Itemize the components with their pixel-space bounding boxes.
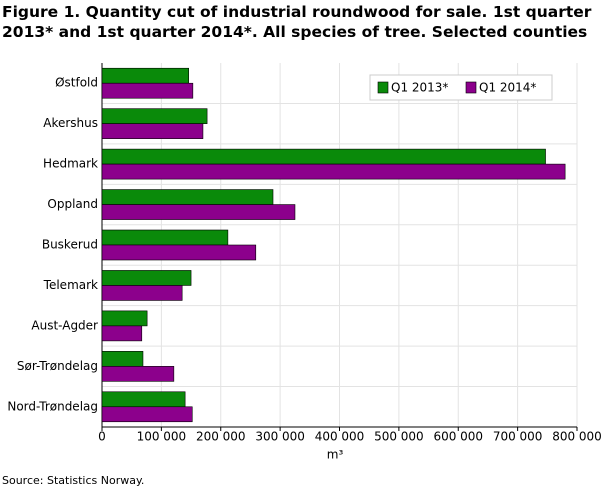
y-tick-label: Nord-Trøndelag bbox=[7, 399, 98, 413]
bar bbox=[101, 406, 193, 423]
bar bbox=[101, 108, 208, 124]
bar bbox=[101, 310, 148, 327]
legend-label: Q1 2014* bbox=[479, 81, 536, 95]
x-tick-label: 600 000 bbox=[433, 430, 483, 444]
x-tick-label: 0 bbox=[98, 430, 106, 444]
y-tick-label: Østfold bbox=[55, 76, 98, 90]
x-tick-label: 800 000 bbox=[552, 430, 602, 444]
bar bbox=[101, 204, 296, 220]
bar bbox=[101, 123, 204, 139]
x-tick-label: 500 000 bbox=[374, 430, 424, 444]
bar bbox=[101, 148, 546, 165]
source-note: Source: Statistics Norway. bbox=[2, 474, 145, 487]
bar bbox=[101, 67, 189, 84]
y-tick-label: Buskerud bbox=[42, 238, 98, 252]
bar bbox=[101, 285, 183, 301]
x-tick-label: 100 000 bbox=[137, 430, 187, 444]
y-tick-label: Hedmark bbox=[43, 157, 98, 171]
y-tick-label: Aust-Agder bbox=[31, 318, 98, 332]
bar bbox=[101, 82, 194, 99]
bar bbox=[101, 391, 186, 408]
bar bbox=[101, 244, 257, 261]
x-axis-label: m³ bbox=[327, 448, 344, 462]
y-tick-label: Akershus bbox=[43, 116, 98, 130]
x-tick-label: 300 000 bbox=[255, 430, 305, 444]
y-tick-label: Oppland bbox=[47, 197, 98, 211]
bar bbox=[101, 366, 175, 382]
legend-label: Q1 2013* bbox=[391, 81, 448, 95]
x-tick-label: 700 000 bbox=[493, 430, 543, 444]
x-tick-label: 400 000 bbox=[315, 430, 365, 444]
y-tick-label: Telemark bbox=[43, 278, 98, 292]
bar bbox=[101, 325, 143, 342]
legend-box bbox=[369, 74, 553, 101]
x-tick-label: 200 000 bbox=[196, 430, 246, 444]
legend-swatch bbox=[377, 81, 389, 94]
legend-swatch bbox=[465, 81, 477, 94]
bar bbox=[101, 229, 229, 246]
bar bbox=[101, 270, 192, 286]
y-tick-label: Sør-Trøndelag bbox=[17, 359, 98, 373]
bar bbox=[101, 189, 274, 205]
bar bbox=[101, 351, 144, 367]
chart-title: Figure 1. Quantity cut of industrial rou… bbox=[2, 3, 592, 41]
bar bbox=[101, 163, 566, 180]
